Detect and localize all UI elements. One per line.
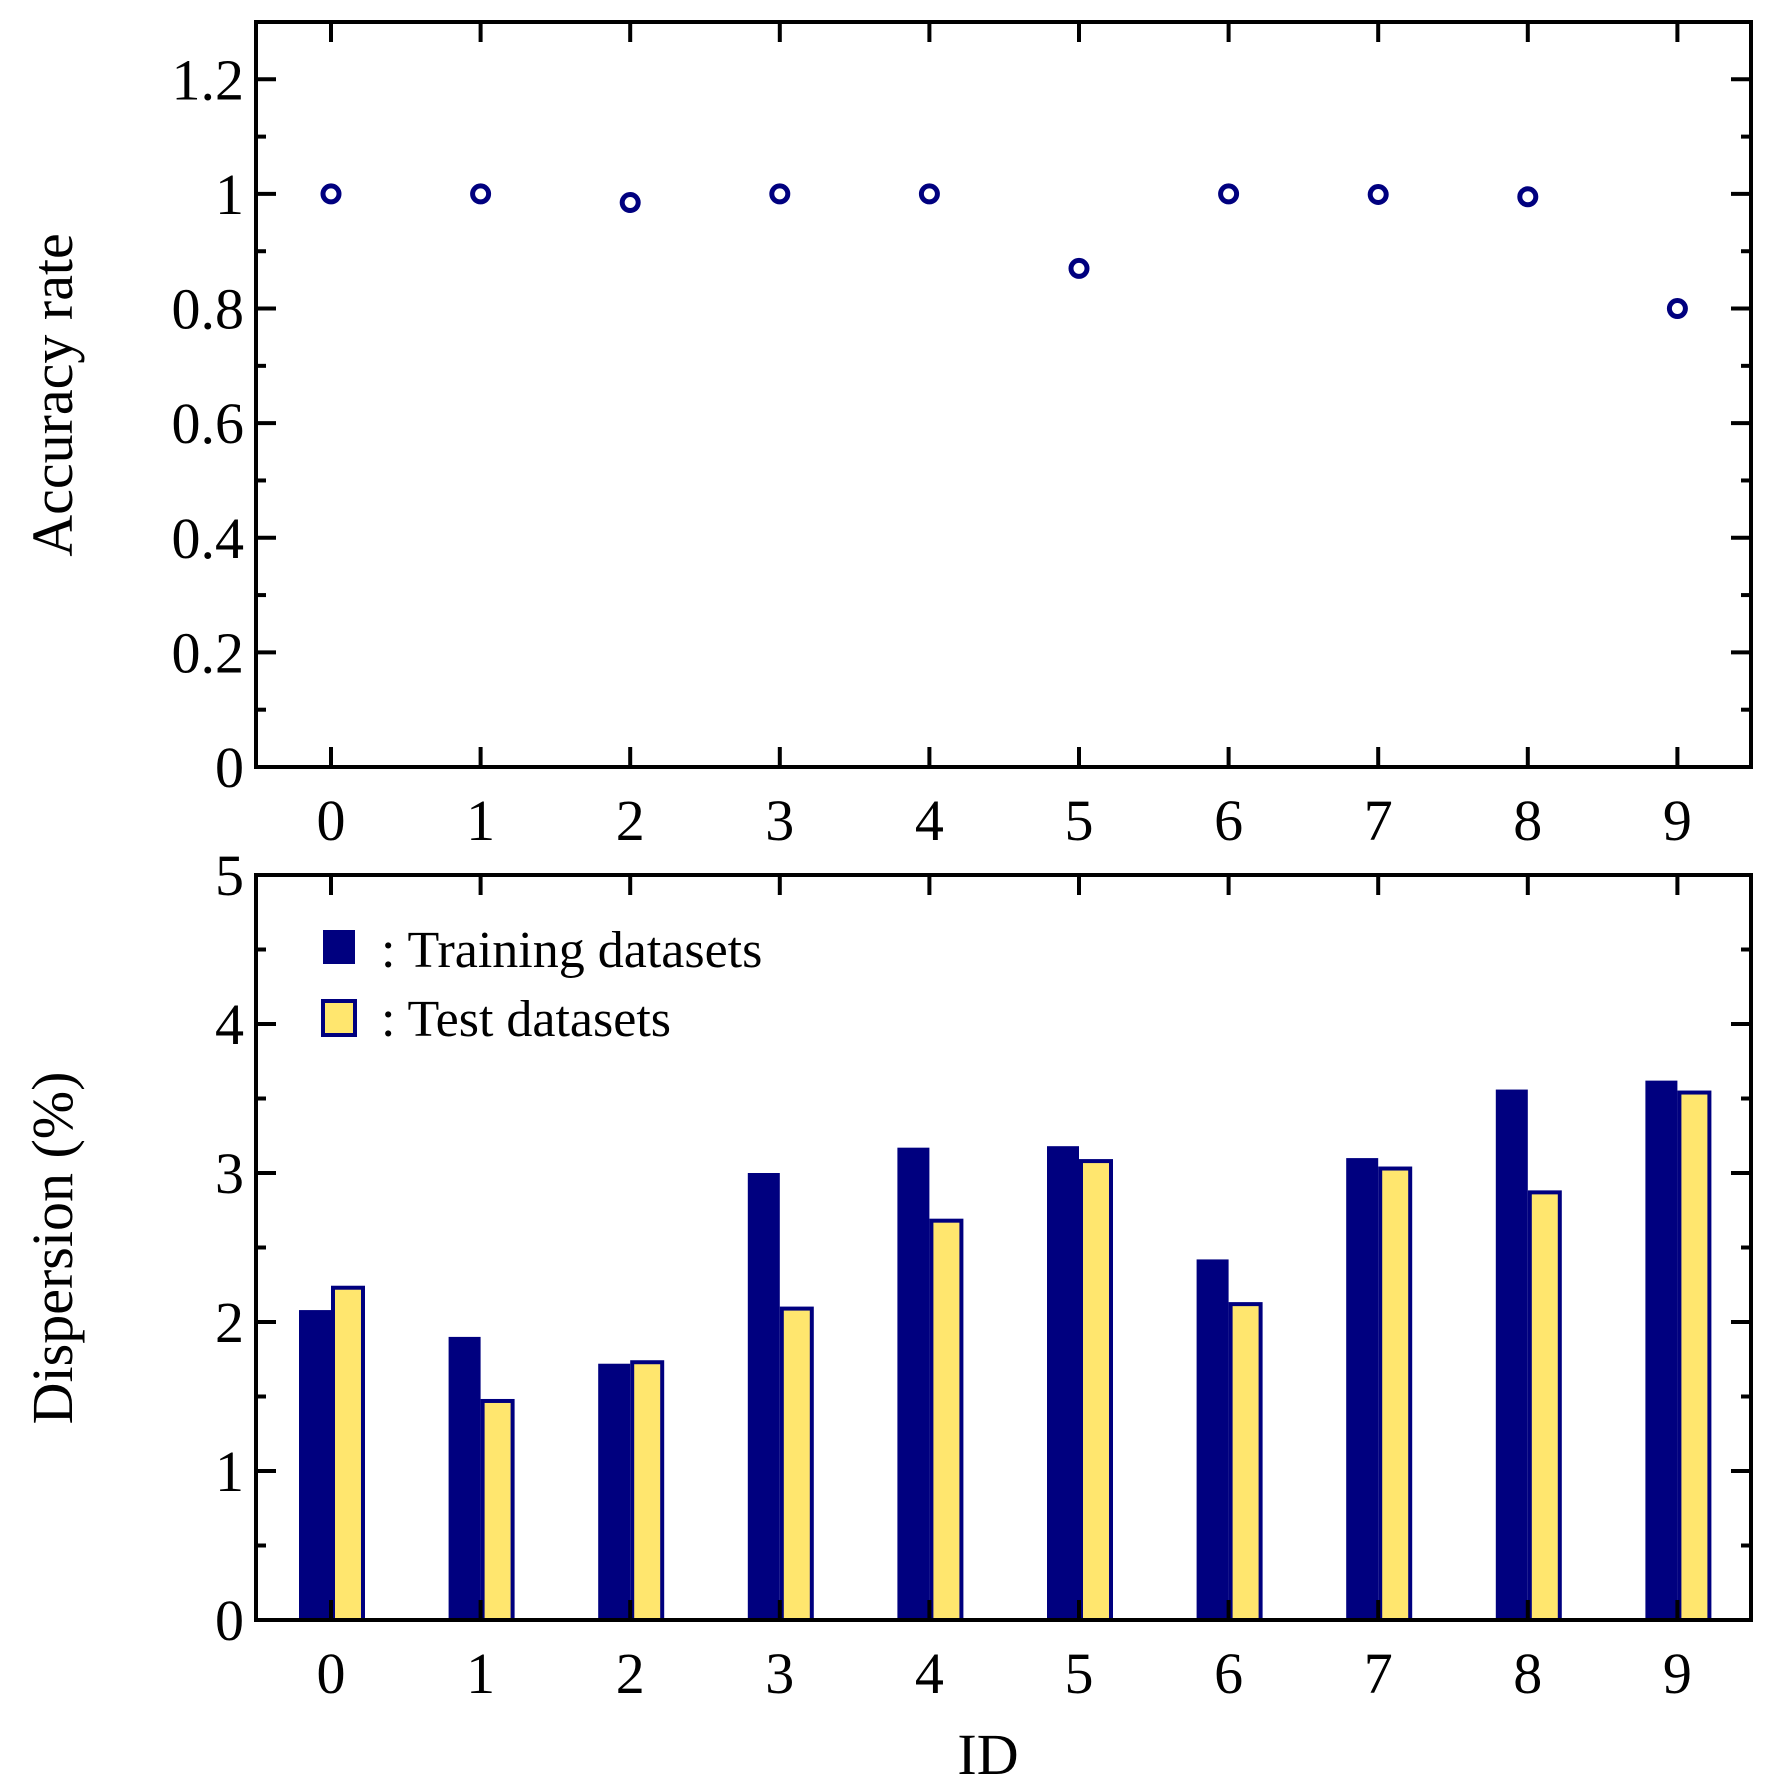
dispersion-bars	[299, 1080, 1712, 1623]
y-tick-label: 0.6	[172, 391, 245, 456]
x-tick-label: 4	[915, 1641, 944, 1706]
x-tick-label: 3	[765, 788, 794, 853]
accuracy-points	[320, 183, 1688, 320]
accuracy-panel: 0 0.2 0.4 0.6 0.8 1 1.2 0 1 2 3 4 5 6 7 8 9 Accuracy ra…	[20, 20, 1753, 853]
bar-training	[897, 1147, 930, 1620]
bar-training	[299, 1310, 331, 1620]
accuracy-x-tick-labels: 0 1 2 3 4 5 6 7 8 9	[317, 788, 1692, 853]
bar-test	[1677, 1090, 1712, 1623]
dispersion-y-axis-title: Dispersion (%)	[20, 1072, 85, 1425]
dispersion-x-tick-labels: 0 1 2 3 4 5 6 7 8 9	[317, 1641, 1692, 1706]
y-tick-label: 1	[215, 1439, 244, 1504]
legend: : Training datasets : Test datasets	[321, 922, 762, 1048]
x-tick-label: 5	[1065, 1641, 1094, 1706]
y-tick-label: 3	[215, 1141, 244, 1206]
dispersion-panel: 0 1 2 3 4 5 0 1 2 3 4 5 6 7 8 9 Dispersion (%) ID : Tr…	[20, 843, 1753, 1785]
x-tick-label: 8	[1513, 788, 1542, 853]
x-tick-label: 8	[1513, 1641, 1542, 1706]
x-tick-label: 2	[616, 1641, 645, 1706]
accuracy-point	[470, 183, 492, 205]
x-tick-label: 7	[1364, 788, 1393, 853]
bar-test	[630, 1360, 665, 1622]
bar-test	[331, 1285, 365, 1622]
dispersion-y-tick-labels: 0 1 2 3 4 5	[215, 843, 244, 1653]
y-tick-label: 1.2	[172, 47, 245, 112]
accuracy-y-tick-labels: 0 0.2 0.4 0.6 0.8 1 1.2	[172, 47, 245, 800]
x-tick-label: 6	[1214, 788, 1243, 853]
bar-training	[448, 1336, 481, 1620]
x-tick-label: 9	[1663, 788, 1692, 853]
x-tick-label: 6	[1214, 1641, 1243, 1706]
y-tick-label: 0	[215, 1588, 244, 1653]
bar-training	[747, 1173, 780, 1620]
accuracy-point	[918, 183, 940, 205]
x-tick-label: 3	[765, 1641, 794, 1706]
accuracy-point	[1666, 298, 1688, 320]
y-tick-label: 0.2	[172, 620, 245, 685]
bar-training	[1196, 1259, 1229, 1620]
y-tick-label: 0.8	[172, 277, 245, 342]
y-tick-label: 5	[215, 843, 244, 908]
accuracy-plot-frame	[254, 20, 1753, 769]
x-tick-label: 1	[466, 788, 495, 853]
legend-label-test: : Test datasets	[381, 991, 671, 1048]
top-major-ticks	[256, 22, 1751, 769]
bar-test	[480, 1398, 515, 1622]
x-tick-label: 0	[317, 1641, 346, 1706]
bar-test	[929, 1218, 964, 1623]
bar-test	[779, 1306, 814, 1622]
bar-test	[1079, 1159, 1113, 1622]
x-tick-label: 5	[1065, 788, 1094, 853]
bar-test	[1527, 1190, 1562, 1622]
x-axis-title: ID	[957, 1722, 1018, 1785]
dispersion-plot-frame	[254, 873, 1753, 1622]
top-minor-ticks	[256, 20, 1751, 712]
x-tick-label: 4	[915, 788, 944, 853]
bar-training	[1047, 1146, 1079, 1620]
bar-training	[1645, 1080, 1678, 1620]
legend-swatch-training	[323, 930, 355, 964]
accuracy-point	[1367, 183, 1389, 205]
legend-swatch-test	[321, 999, 357, 1037]
accuracy-point	[619, 192, 641, 214]
y-tick-label: 2	[215, 1290, 244, 1355]
bar-training	[598, 1363, 631, 1620]
y-tick-label: 0.4	[172, 506, 245, 571]
accuracy-point	[320, 183, 342, 205]
y-tick-label: 4	[215, 992, 244, 1057]
bar-training	[1346, 1158, 1379, 1620]
y-tick-label: 0	[215, 735, 244, 800]
x-tick-label: 9	[1663, 1641, 1692, 1706]
accuracy-y-axis-title: Accuracy rate	[20, 233, 85, 557]
accuracy-point	[1068, 257, 1090, 279]
accuracy-point	[1517, 186, 1539, 208]
bar-test	[1228, 1302, 1263, 1622]
bar-training	[1495, 1089, 1528, 1620]
legend-label-training: : Training datasets	[381, 922, 762, 979]
accuracy-point	[1218, 183, 1240, 205]
bar-test	[1378, 1166, 1413, 1623]
x-tick-label: 7	[1364, 1641, 1393, 1706]
x-tick-label: 0	[317, 788, 346, 853]
x-tick-label: 2	[616, 788, 645, 853]
y-tick-label: 1	[215, 162, 244, 227]
accuracy-point	[769, 183, 791, 205]
x-tick-label: 1	[466, 1641, 495, 1706]
